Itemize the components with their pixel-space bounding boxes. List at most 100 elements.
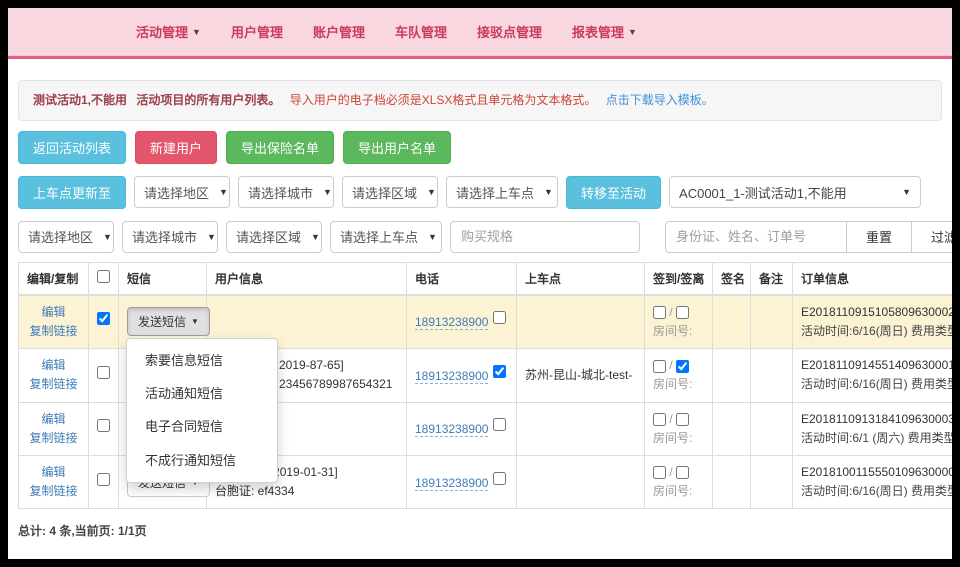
sms-dropdown-menu: 索要信息短信 活动通知短信 电子合同短信 不成行通知短信 [126,337,278,484]
copy-link[interactable]: 复制链接 [29,430,78,445]
district-select-1[interactable]: 请选择区域 ▼ [342,176,439,209]
transfer-to-activity-button[interactable]: 转移至活动 [566,175,662,209]
nav-user-management[interactable]: 用户管理 [231,22,283,41]
phone-checkbox[interactable] [493,418,507,432]
search-input[interactable] [665,220,847,253]
top-navbar: 活动管理 ▼ 用户管理 账户管理 车队管理 接驳点管理 报表管理 ▼ [8,8,952,56]
edit-link[interactable]: 编辑 [41,304,66,319]
nav-fleet-management[interactable]: 车队管理 [395,22,447,41]
export-user-list-button[interactable]: 导出用户名单 [343,130,452,164]
district-select-2[interactable]: 请选择区域 ▼ [226,220,322,253]
sms-menu-item-activity-notice[interactable]: 活动通知短信 [145,386,224,402]
copy-link[interactable]: 复制链接 [29,323,78,338]
alert-banner: 测试活动1,不能用 活动项目的所有用户列表。 导入用户的电子档必须是XLSX格式… [18,80,942,121]
order-number: E20181109145514096300019 [801,358,952,373]
city-select-2[interactable]: 请选择城市 ▼ [122,220,218,253]
chevron-down-icon: ▼ [428,231,437,242]
phone-link[interactable]: 18913238900 [415,422,489,438]
phone-checkbox[interactable] [493,311,507,325]
city-select-1[interactable]: 请选择城市 ▼ [238,176,335,209]
header-signature: 签名 [712,261,751,296]
chevron-down-icon: ▼ [628,26,637,37]
export-insurance-list-button[interactable]: 导出保险名单 [226,130,335,164]
purchase-spec-input[interactable] [450,220,640,253]
edit-link[interactable]: 编辑 [41,411,66,426]
boarding-point-cell [516,454,645,510]
select-value: 请选择区域 [236,230,302,246]
send-sms-label: 发送短信 [138,315,187,330]
filter-button[interactable]: 过滤 [911,220,952,253]
select-all-checkbox[interactable] [97,270,110,284]
checkout-checkbox[interactable] [676,412,690,426]
checkin-checkbox[interactable] [653,466,666,480]
row-checkbox[interactable] [97,365,110,379]
user-info-line1: 2019-87-65] [279,358,344,373]
checkin-checkbox[interactable] [653,359,666,373]
edit-copy-cell: 编辑 复制链接 [18,294,89,350]
checkout-checkbox[interactable] [676,359,690,373]
send-sms-button[interactable]: 发送短信 ▼ [127,307,210,337]
region-select-2[interactable]: 请选择地区 ▼ [18,220,114,253]
row-checkbox[interactable] [97,472,110,486]
action-button-row: 返回活动列表 新建用户 导出保险名单 导出用户名单 [18,130,942,164]
sms-menu-item-e-contract[interactable]: 电子合同短信 [145,419,224,435]
checkout-checkbox[interactable] [676,466,690,480]
new-user-button[interactable]: 新建用户 [135,130,218,164]
chevron-down-icon: ▼ [544,187,553,198]
sms-menu-item-request-info[interactable]: 索要信息短信 [145,352,224,368]
alert-title-text: 活动项目的所有用户列表。 [136,93,281,107]
signature-cell [712,294,751,350]
sms-menu-item-cancel-notice[interactable]: 不成行通知短信 [145,452,237,468]
checkout-checkbox[interactable] [676,306,690,320]
room-number-label: 房间号: [653,323,693,338]
sign-separator: / [669,304,673,319]
nav-report-management[interactable]: 报表管理 ▼ [572,22,637,41]
select-value: 请选择地区 [28,230,94,246]
copy-link[interactable]: 复制链接 [29,484,78,499]
phone-link[interactable]: 18913238900 [415,475,489,491]
alert-notice-text: 导入用户的电子档必须是XLSX格式且单元格为文本格式。 [289,93,597,107]
order-number: E20181001155501096300000 [801,464,952,479]
activity-name-text: 测试活动1,不能用 [33,93,128,107]
header-edit-copy: 编辑/复制 [18,261,89,296]
boarding-point-select-2[interactable]: 请选择上车点 ▼ [330,220,442,253]
target-activity-select[interactable]: AC0001_1-测试活动1,不能用 ▼ [669,176,922,209]
phone-link[interactable]: 18913238900 [415,315,489,331]
checkin-checkout-cell: / 房间号: [644,294,713,350]
room-number-label: 房间号: [653,484,693,499]
phone-cell: 18913238900 [406,294,517,350]
nav-label: 接驳点管理 [476,25,542,40]
reset-button[interactable]: 重置 [846,220,912,253]
nav-account-management[interactable]: 账户管理 [313,22,365,41]
nav-shuttle-point-management[interactable]: 接驳点管理 [477,22,542,41]
edit-link[interactable]: 编辑 [41,464,66,479]
order-meta: 活动时间:6/1 (周六) 费用类型 [801,430,952,445]
order-info-cell: E20181109131841096300031 活动时间:6/1 (周六) 费… [792,401,952,456]
select-value: 请选择城市 [132,230,198,246]
phone-link[interactable]: 18913238900 [415,368,489,384]
copy-link[interactable]: 复制链接 [29,377,78,392]
region-select-1[interactable]: 请选择地区 ▼ [134,176,231,209]
chevron-down-icon: ▼ [427,187,436,198]
phone-checkbox[interactable] [493,364,507,378]
boarding-point-select-1[interactable]: 请选择上车点 ▼ [446,176,559,209]
edit-copy-cell: 编辑 复制链接 [18,401,89,456]
header-select-all [88,261,119,296]
signature-cell [712,401,751,456]
update-boarding-point-button[interactable]: 上车点更新至 [18,175,127,209]
checkin-checkout-cell: / 房间号: [644,348,713,403]
checkin-checkbox[interactable] [653,412,666,426]
row-checkbox[interactable] [97,419,110,433]
nav-activity-management[interactable]: 活动管理 ▼ [136,22,201,41]
row-checkbox[interactable] [97,312,110,326]
edit-copy-cell: 编辑 复制链接 [18,348,89,403]
edit-link[interactable]: 编辑 [41,358,66,373]
chevron-down-icon: ▼ [103,231,112,242]
user-info-line2: 23456789987654321 [279,377,393,392]
sms-cell: 发送短信 ▼ 索要信息短信 活动通知短信 电子合同短信 不成行通知短信 [118,294,278,484]
download-template-link[interactable]: 点击下载导入模板。 [605,93,714,107]
checkin-checkbox[interactable] [653,306,666,320]
phone-checkbox[interactable] [493,471,507,485]
back-to-activity-list-button[interactable]: 返回活动列表 [18,130,127,164]
select-value: 请选择区域 [352,185,418,201]
